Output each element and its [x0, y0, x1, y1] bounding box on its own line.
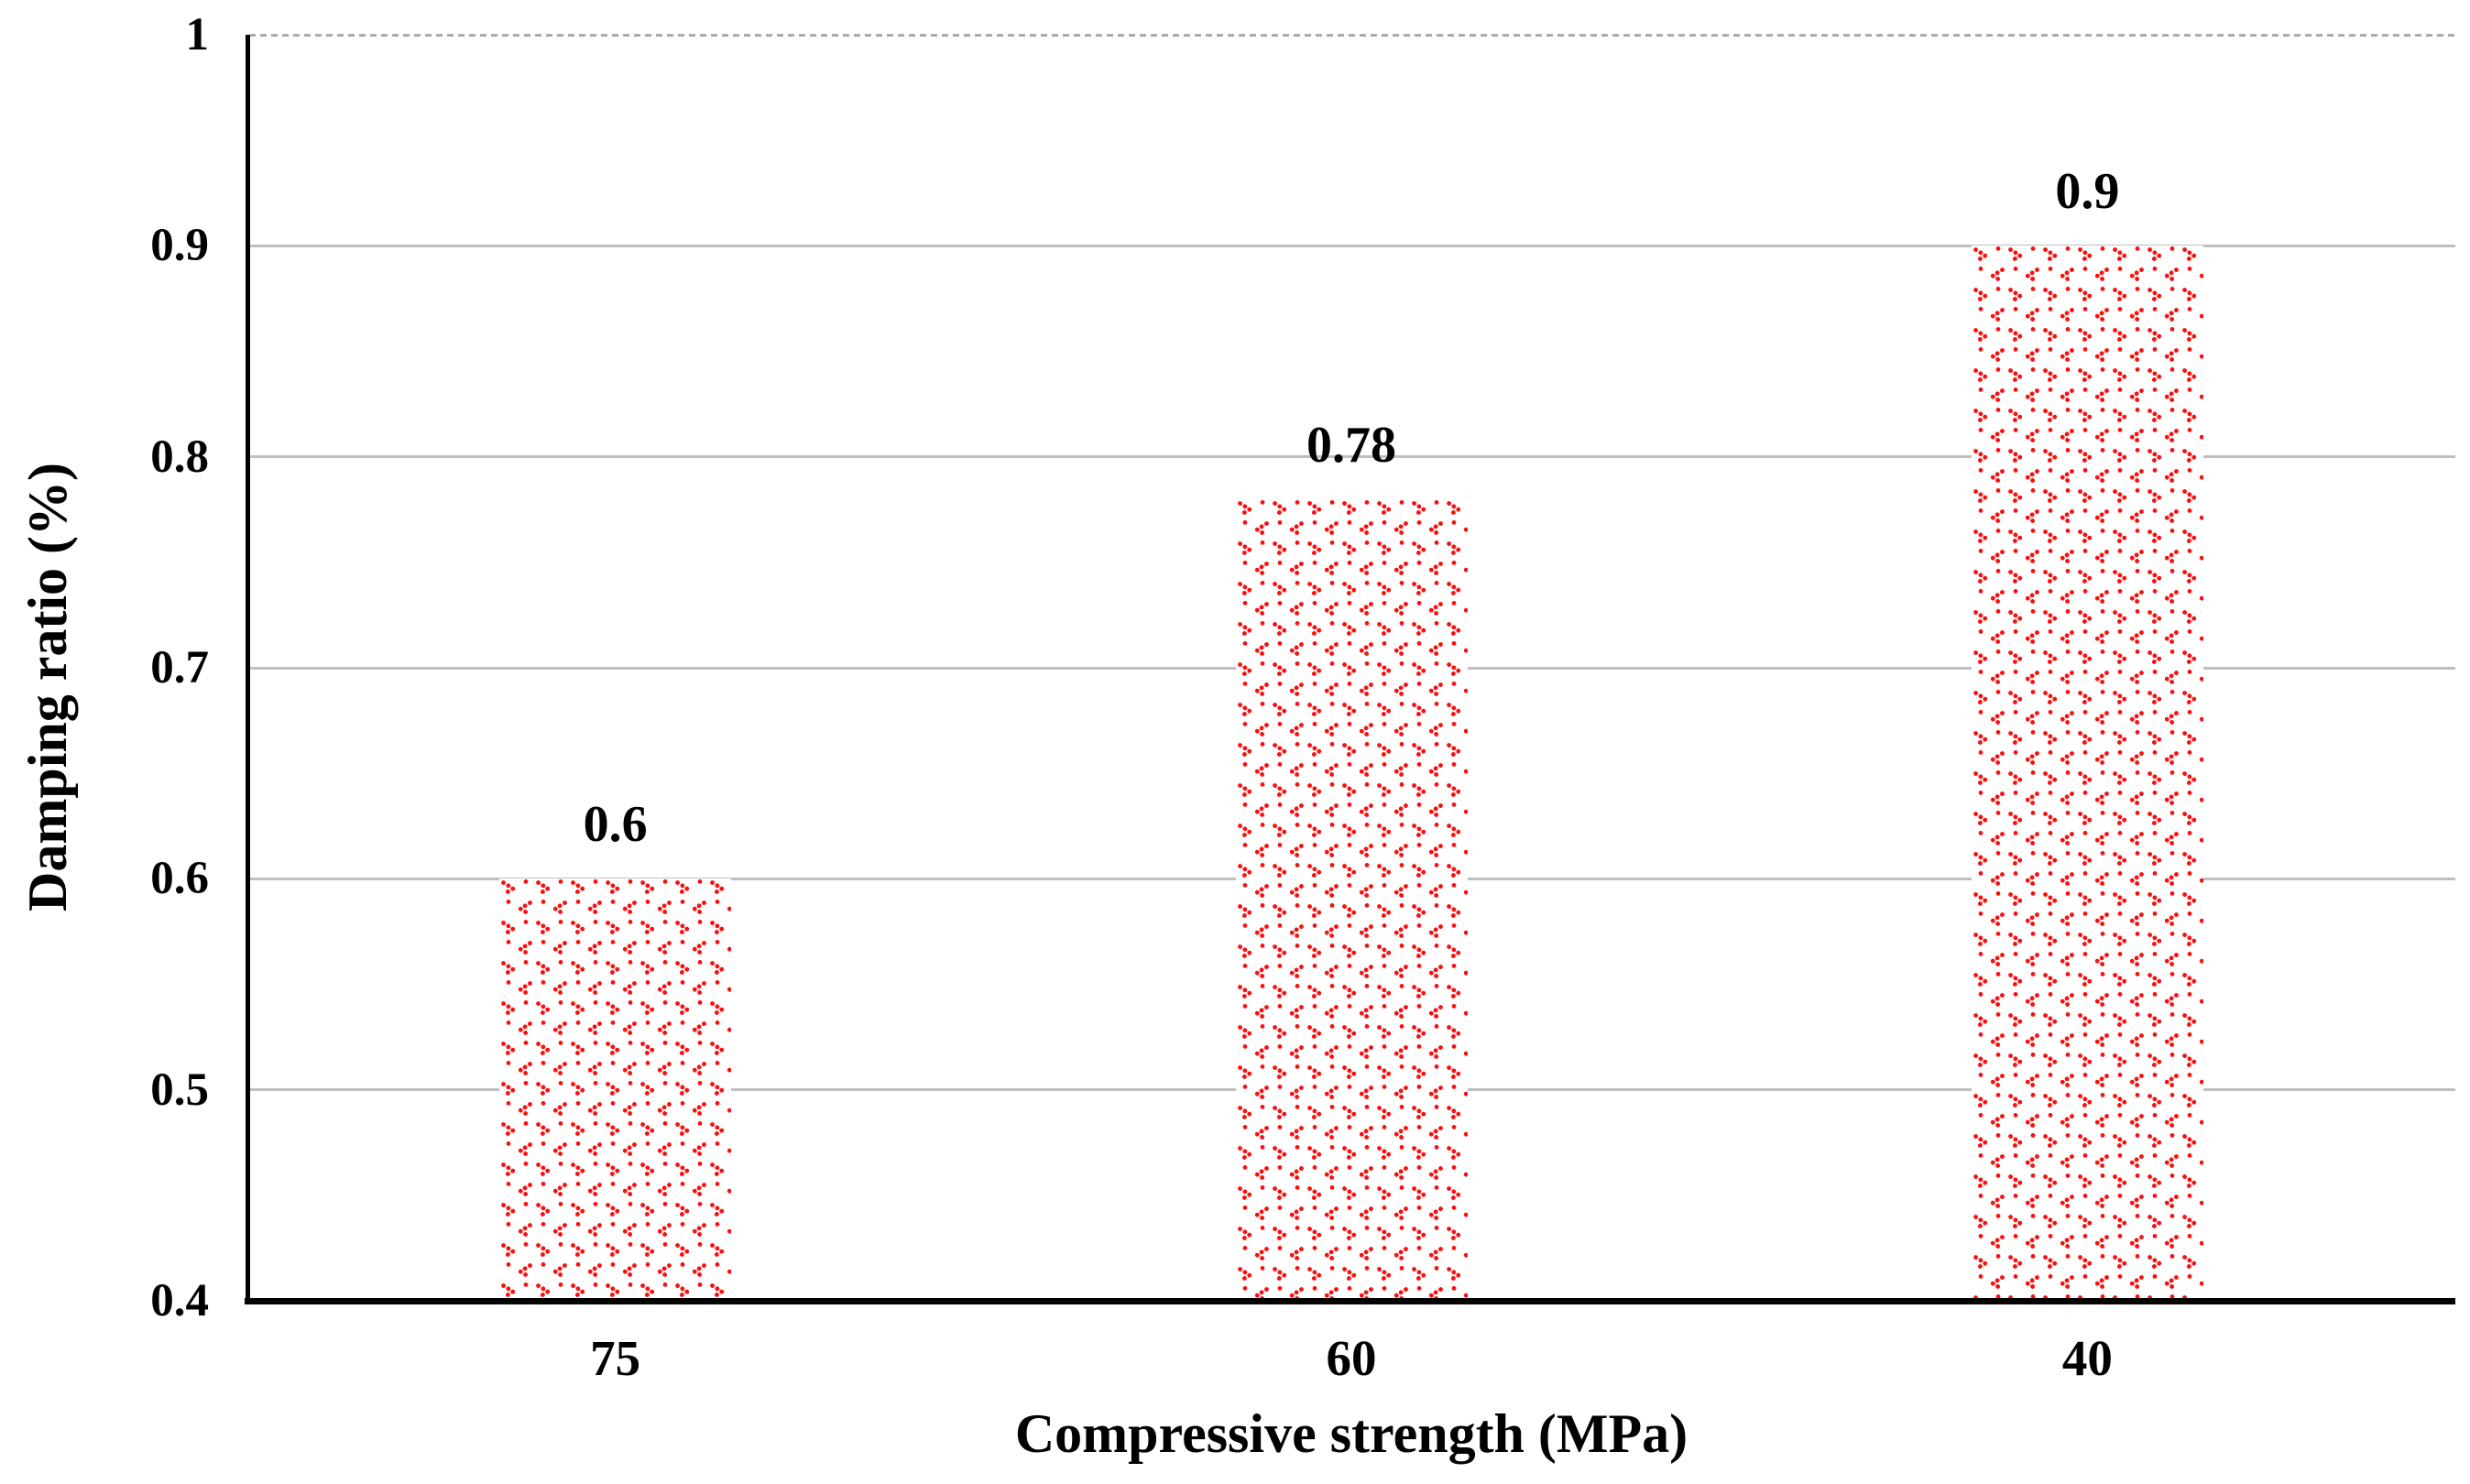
x-tick-label: 75	[590, 1330, 641, 1386]
bar-data-label: 0.6	[583, 796, 648, 854]
y-axis-line	[246, 35, 250, 1304]
gridline	[249, 244, 2455, 247]
y-tick-label: 0.4	[150, 1275, 209, 1326]
x-tick-label: 60	[1326, 1330, 1377, 1386]
x-tick-label: 40	[2061, 1330, 2113, 1386]
gridline	[249, 455, 2455, 459]
x-axis-line	[245, 1298, 2455, 1304]
y-tick-label: 0.5	[150, 1064, 209, 1116]
y-tick-label: 1	[185, 9, 210, 60]
y-tick-label: 0.7	[150, 642, 209, 693]
top-gridline-dashed	[249, 33, 2455, 37]
bar-data-label: 0.78	[1306, 416, 1396, 474]
y-tick-label: 0.8	[150, 431, 209, 483]
y-tick-label: 0.6	[150, 853, 209, 905]
bar	[499, 878, 732, 1301]
bar	[1971, 246, 2203, 1301]
bar	[1235, 498, 1468, 1301]
x-axis-title: Compressive strength (MPa)	[1014, 1403, 1689, 1464]
y-tick-label: 0.9	[150, 220, 209, 272]
bar-data-label: 0.9	[2055, 163, 2120, 221]
